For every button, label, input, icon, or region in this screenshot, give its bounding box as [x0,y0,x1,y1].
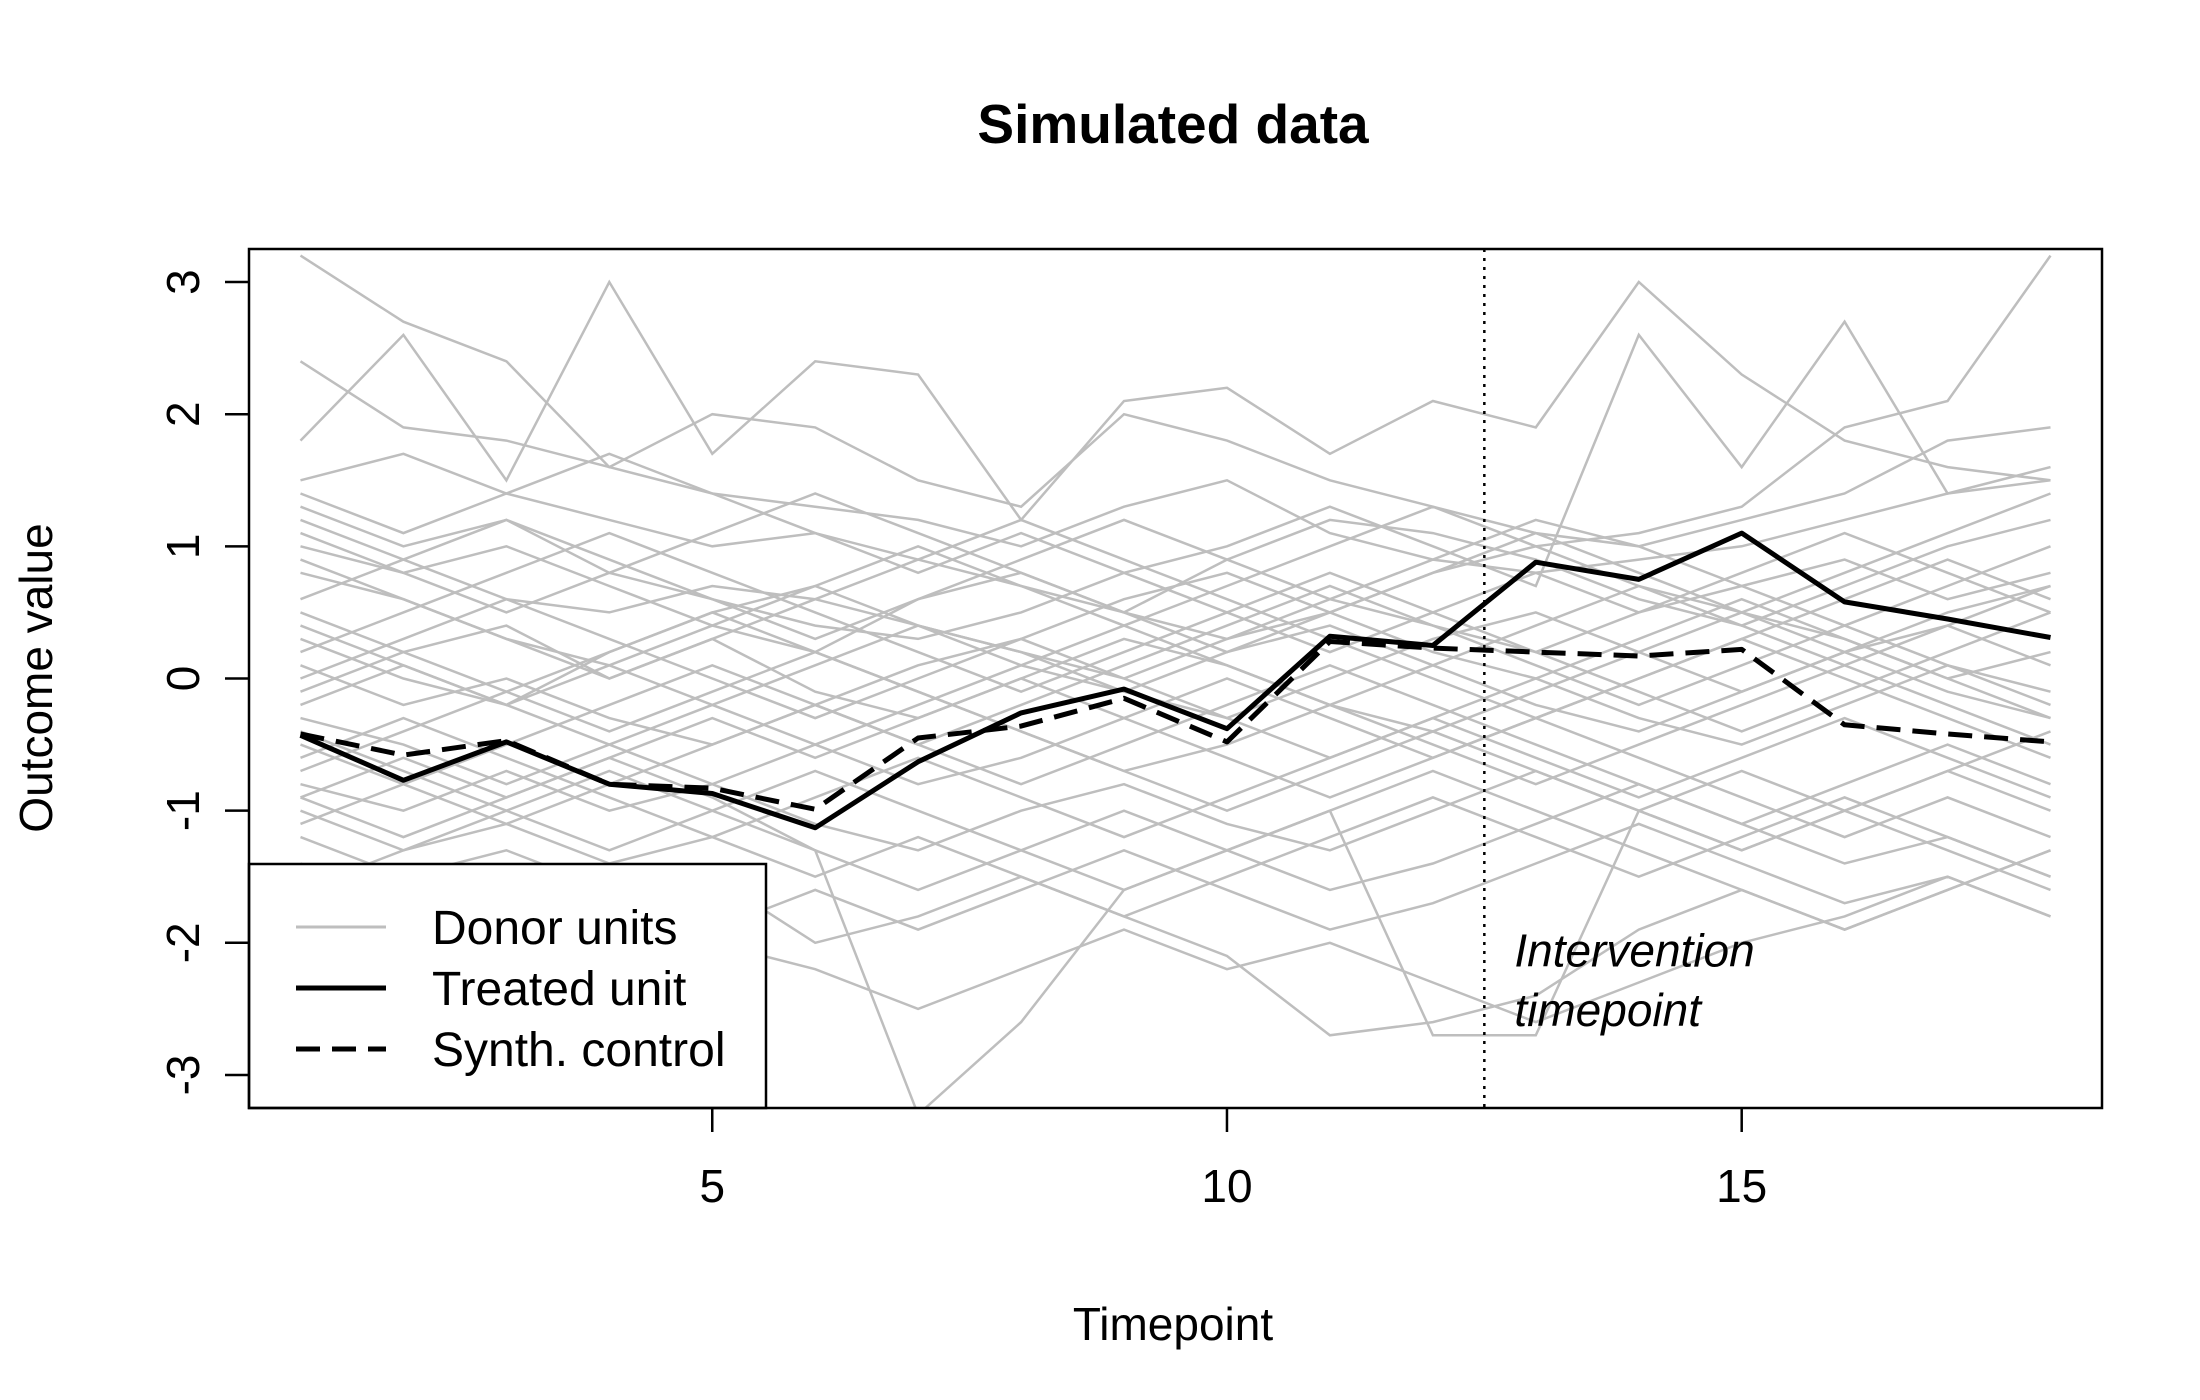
donor-unit-line [300,518,2051,680]
y-tick-label: -1 [157,790,209,831]
donor-unit-line [300,254,2052,641]
donor-unit-line [300,319,2051,641]
donor-unit-line [300,584,2051,773]
donor-unit-line [299,254,2051,548]
plot-frame [247,247,2104,1110]
donor-unit-line [300,518,2051,641]
x-tick-label: 10 [1201,1160,1252,1212]
donor-unit-line [300,769,2051,852]
donor-unit-line [300,492,2051,654]
donor-series-group [299,254,2052,1108]
donor-unit-line [300,611,2051,733]
x-axis-label: Timepoint [1073,1298,1273,1350]
x-tick-label: 5 [699,1160,725,1212]
legend-label-synth: Synth. control [432,1024,725,1077]
donor-unit-line [300,663,2051,826]
legend: Donor units Treated unit Synth. control [247,862,768,1110]
donor-unit-line [300,584,2051,826]
intervention-annotation-line-2: timepoint [1514,984,1703,1036]
y-tick-label: 0 [157,666,209,692]
x-tick-label: 15 [1716,1160,1767,1212]
legend-label-treated: Treated unit [432,963,686,1016]
y-tick-label: -3 [157,1055,209,1096]
chart-title: Simulated data [977,93,1369,155]
y-axis-label: Outcome value [10,523,62,832]
donor-unit-line [300,769,2051,931]
axis-ticks: 5 10 15 -3 -2 -1 0 1 2 3 [157,269,1767,1212]
intervention-annotation-line-1: Intervention [1514,925,1754,977]
donor-unit-line [300,796,2051,918]
y-tick-label: 2 [157,401,209,427]
donor-unit-line [300,505,2051,707]
donor-unit-line [300,597,2051,760]
donor-unit-line [300,584,2051,733]
donor-unit-line [300,611,2051,852]
donor-unit-line [300,677,2051,839]
legend-label-donor: Donor units [432,902,677,955]
donor-unit-line [300,452,2051,654]
synth-control-line [299,639,2051,812]
y-tick-label: 1 [157,534,209,560]
y-tick-label: 3 [157,269,209,295]
donor-unit-line [299,279,2051,522]
y-tick-label: -2 [157,922,209,963]
main-series-group [299,530,2051,831]
